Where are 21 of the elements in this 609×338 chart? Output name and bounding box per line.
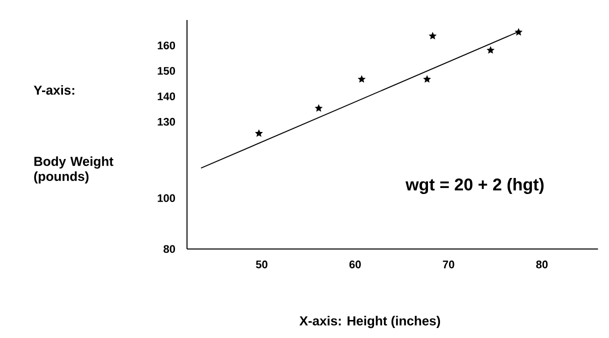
y-tick-label: 140 [158, 92, 176, 100]
y-tick-label: 160 [158, 42, 176, 50]
point [254, 129, 263, 137]
y-tick-label: 150 [158, 67, 176, 75]
y-tick-label: 100 [158, 194, 176, 202]
x-tick-label: 70 [442, 260, 454, 268]
x-tick-label: 60 [349, 260, 361, 268]
annotation: wgt = 20 + 2 (hgt) [406, 178, 544, 194]
point [314, 104, 323, 112]
y-tick-label: 80 [164, 245, 176, 253]
point [423, 75, 432, 83]
x-axis-title: X-axis: Height (inches) [299, 316, 440, 328]
point [486, 46, 495, 54]
point [428, 32, 437, 40]
point [358, 75, 366, 83]
x-tick-label: 50 [256, 260, 268, 268]
point [514, 28, 523, 36]
text: Y-axis: [34, 85, 74, 95]
y-axis-title: Body Weight (pounds) [34, 156, 114, 184]
x-tick-label: 80 [536, 260, 548, 268]
y-tick-label: 130 [158, 118, 176, 126]
